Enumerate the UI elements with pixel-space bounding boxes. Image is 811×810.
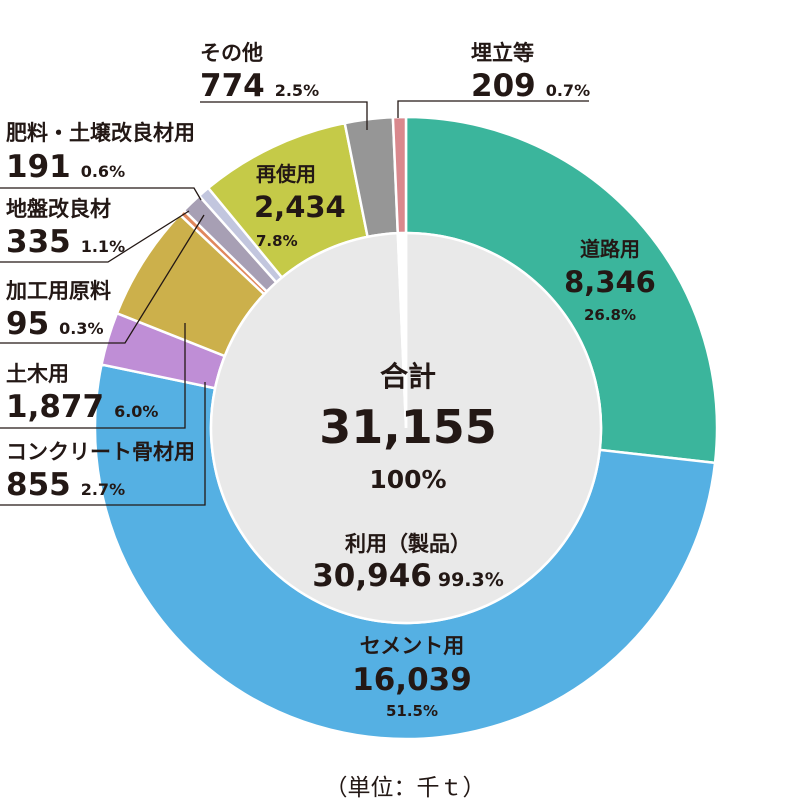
leader-landfill bbox=[397, 100, 589, 118]
leader-civil bbox=[0, 323, 186, 429]
leader-lines bbox=[0, 100, 589, 506]
slices-group bbox=[93, 115, 719, 741]
label-soil-improver-percent: 0.6% bbox=[81, 162, 125, 181]
label-ground-improver: 地盤改良材 335 1.1% bbox=[6, 197, 125, 260]
label-road: 道路用 8,346 26.8% bbox=[564, 237, 656, 324]
svg-text:950.3%: 95 0.3% bbox=[6, 306, 104, 342]
label-soil-improver: 肥料・土壌改良材用 191 0.6% bbox=[6, 121, 195, 185]
used-label: 利用（製品） bbox=[345, 532, 471, 556]
label-soil-improver-value: 191 bbox=[6, 149, 71, 185]
label-concrete-percent: 2.7% bbox=[81, 480, 125, 499]
label-ground-improver-percent: 1.1% bbox=[81, 237, 125, 256]
leader-other bbox=[200, 101, 368, 130]
label-reuse-percent: 7.8% bbox=[256, 232, 298, 250]
inner-ring bbox=[209, 231, 603, 625]
label-cement-percent: 51.5% bbox=[386, 702, 438, 720]
label-concrete-value: 855 bbox=[6, 467, 71, 503]
label-cement: セメント用 16,039 51.5% bbox=[352, 634, 472, 720]
label-other-name: その他 bbox=[200, 41, 263, 65]
total-percent: 100% bbox=[369, 465, 446, 494]
unit-note: （単位：千ｔ） bbox=[325, 775, 486, 801]
label-landfill: 埋立等 209 0.7% bbox=[471, 41, 590, 104]
label-reuse: 再使用 2,434 7.8% bbox=[254, 162, 346, 250]
leader-processing bbox=[0, 214, 205, 344]
leader-soil-improver bbox=[0, 187, 202, 201]
label-landfill-name: 埋立等 bbox=[471, 41, 534, 65]
label-cement-name: セメント用 bbox=[360, 634, 465, 658]
leader-concrete bbox=[0, 382, 206, 506]
leader-ground-improver bbox=[0, 210, 190, 263]
label-ground-improver-name: 地盤改良材 bbox=[6, 197, 111, 221]
label-processing-percent: 0.3% bbox=[59, 319, 103, 338]
label-road-name: 道路用 bbox=[580, 237, 640, 261]
used-percent: 99.3% bbox=[438, 569, 504, 591]
label-other-value: 774 bbox=[200, 68, 265, 104]
label-concrete: コンクリート骨材用 855 2.7% bbox=[6, 440, 195, 503]
total-value: 31,155 bbox=[319, 400, 497, 454]
label-road-value: 8,346 bbox=[564, 265, 656, 299]
total-label: 合計 bbox=[380, 360, 436, 393]
label-reuse-value: 2,434 bbox=[254, 190, 346, 224]
label-civil-percent: 6.0% bbox=[114, 402, 158, 421]
center-used: 利用（製品） 30,946 99.3% bbox=[312, 532, 504, 594]
label-civil-value: 1,877 bbox=[6, 389, 104, 425]
label-soil-improver-name: 肥料・土壌改良材用 bbox=[6, 121, 195, 145]
center-total: 合計 31,155 100% bbox=[319, 360, 497, 494]
label-concrete-name: コンクリート骨材用 bbox=[6, 440, 195, 464]
label-reuse-name: 再使用 bbox=[256, 162, 316, 186]
label-road-percent: 26.8% bbox=[584, 306, 636, 324]
label-other-percent: 2.5% bbox=[275, 81, 319, 100]
label-landfill-percent: 0.7% bbox=[546, 81, 590, 100]
label-processing-name: 加工用原料 bbox=[5, 279, 111, 303]
inner-slice-1 bbox=[396, 231, 408, 429]
label-civil-name: 土木用 bbox=[6, 362, 69, 386]
label-processing-value: 95 bbox=[6, 306, 49, 342]
label-other: その他 774 2.5% bbox=[200, 41, 319, 104]
label-cement-value: 16,039 bbox=[352, 662, 472, 698]
label-ground-improver-value: 335 bbox=[6, 224, 71, 260]
label-processing: 加工用原料 95 0.3% bbox=[5, 279, 111, 342]
label-landfill-value: 209 bbox=[471, 68, 536, 104]
used-value: 30,946 bbox=[312, 558, 432, 594]
label-civil: 土木用 1,877 6.0% bbox=[6, 362, 158, 425]
